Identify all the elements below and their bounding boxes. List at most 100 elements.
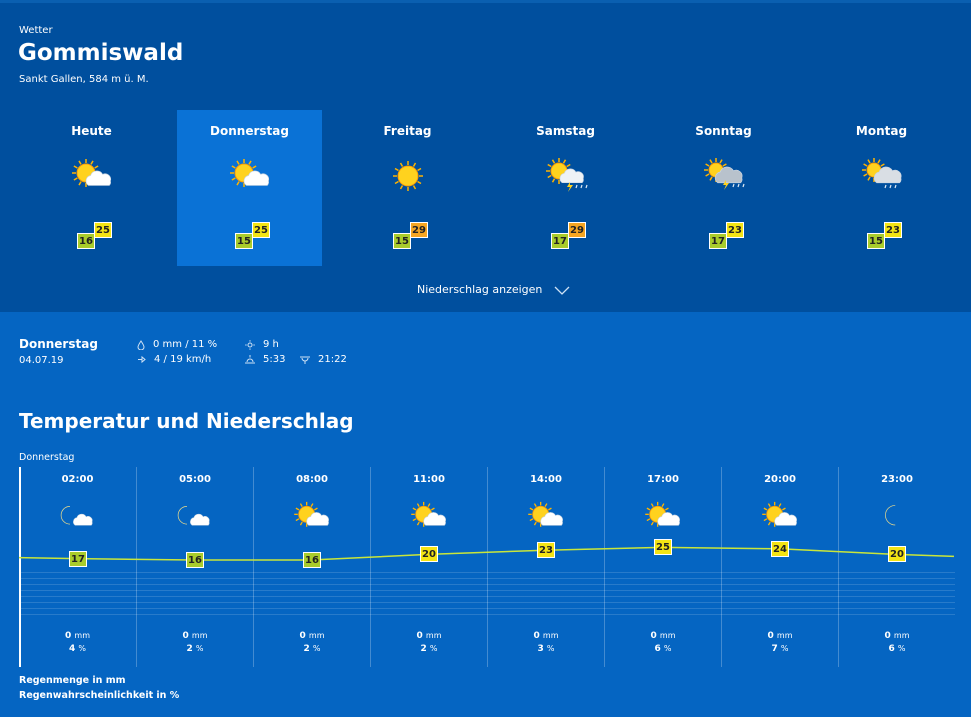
day-name: Donnerstag xyxy=(210,124,289,138)
sunshine-info: 9 h xyxy=(245,339,279,350)
forecast-header xyxy=(0,0,971,312)
hour-column: 08:00 0 mm 2 % xyxy=(253,467,370,667)
chevron-down-icon xyxy=(554,286,570,295)
sun-cloud-icon xyxy=(70,158,114,194)
hour-column: 14:00 0 mm 3 % xyxy=(487,467,604,667)
rain-amount: 0 mm xyxy=(299,631,325,641)
max-temp-badge: 29 xyxy=(410,222,428,238)
min-temp-badge: 16 xyxy=(77,233,95,249)
hour-column: 17:00 0 mm 6 % xyxy=(604,467,721,667)
precip-grid xyxy=(20,572,955,620)
moon-icon xyxy=(877,501,917,533)
day-name: Sonntag xyxy=(695,124,752,138)
legend-rain-probability: Regenwahrscheinlichkeit in % xyxy=(19,690,180,701)
sunshine-value: 9 h xyxy=(263,339,279,350)
precip-toggle-label: Niederschlag anzeigen xyxy=(417,283,543,296)
max-temp-badge: 29 xyxy=(568,222,586,238)
day-name: Freitag xyxy=(383,124,432,138)
hour-time: 23:00 xyxy=(881,474,913,485)
moon-cloud-icon xyxy=(175,501,215,533)
hour-time: 14:00 xyxy=(530,474,562,485)
sunset-value: 21:22 xyxy=(318,354,347,365)
hour-column: 20:00 0 mm 7 % xyxy=(721,467,838,667)
max-temp-badge: 23 xyxy=(884,222,902,238)
hour-temp-badge: 20 xyxy=(420,546,438,563)
hour-column: 11:00 0 mm 2 % xyxy=(370,467,487,667)
rain-amount: 0 mm xyxy=(65,631,90,641)
rain-amount: 0 mm xyxy=(884,631,910,641)
hourly-chart: 02:00 0 mm 4 % 05:00 0 mm 2 % 08:00 0 mm 2 % 11:0… xyxy=(19,467,954,667)
hour-time: 08:00 xyxy=(296,474,328,485)
top-border xyxy=(0,0,971,3)
detail-day: Donnerstag xyxy=(19,337,98,351)
wind-direction-icon xyxy=(138,355,146,364)
temperature-polyline xyxy=(19,546,955,561)
city-title: Gommiswald xyxy=(18,40,184,66)
precip-toggle-button[interactable]: Niederschlag anzeigen xyxy=(417,283,570,296)
min-temp-badge: 17 xyxy=(551,233,569,249)
rain-probability: 3 % xyxy=(537,644,555,654)
sunrise-icon xyxy=(245,355,255,364)
day-card-donnerstag[interactable]: Donnerstag 15 25 xyxy=(177,110,322,266)
sunrise-info: 5:33 xyxy=(245,354,285,365)
max-temp-badge: 23 xyxy=(726,222,744,238)
sunset-icon xyxy=(300,356,310,364)
chart-day-label: Donnerstag xyxy=(19,452,75,463)
sun-icon xyxy=(386,158,430,194)
sun-small-icon xyxy=(245,339,255,350)
hour-temp-badge: 24 xyxy=(771,540,789,557)
legend-rain-amount: Regenmenge in mm xyxy=(19,675,126,686)
rain-probability: 4 % xyxy=(68,644,86,654)
sun-cloud-icon xyxy=(409,501,449,533)
wind-value: 4 / 19 km/h xyxy=(154,354,212,365)
raindrop-icon xyxy=(137,339,145,350)
min-temp-badge: 15 xyxy=(235,233,253,249)
hour-temp-badge: 25 xyxy=(654,539,672,556)
chart-title: Temperatur und Niederschlag xyxy=(19,409,354,433)
region-subtitle: Sankt Gallen, 584 m ü. M. xyxy=(19,74,149,85)
hour-time: 02:00 xyxy=(61,474,94,485)
hour-time: 20:00 xyxy=(764,474,796,485)
day-name: Heute xyxy=(71,124,112,138)
day-card-samstag[interactable]: Samstag 17 29 xyxy=(493,110,638,266)
sun-cloud-icon xyxy=(526,501,566,533)
precip-info: 0 mm / 11 % xyxy=(137,339,217,350)
max-temp-badge: 25 xyxy=(94,222,112,238)
moon-cloud-icon xyxy=(58,501,98,533)
rain-probability: 2 % xyxy=(186,644,204,654)
max-temp-badge: 25 xyxy=(252,222,270,238)
sun-cloud-icon xyxy=(228,158,272,194)
sun-cloud-icon xyxy=(292,501,332,533)
rain-probability: 2 % xyxy=(303,644,321,654)
hour-temp-badge: 23 xyxy=(537,542,555,559)
day-card-freitag[interactable]: Freitag 15 29 xyxy=(335,110,480,266)
rain-amount: 0 mm xyxy=(533,631,559,641)
rain-amount: 0 mm xyxy=(650,631,676,641)
day-card-montag[interactable]: Montag 15 23 xyxy=(809,110,954,266)
hour-temp-badge: 20 xyxy=(888,546,906,563)
wind-info: 4 / 19 km/h xyxy=(137,354,211,365)
day-name: Montag xyxy=(855,124,908,138)
hour-column: 02:00 0 mm 4 % xyxy=(19,467,136,667)
sunset-info: 21:22 xyxy=(300,354,347,365)
rain-amount: 0 mm xyxy=(767,631,793,641)
precip-value: 0 mm / 11 % xyxy=(153,339,218,350)
cloud-thunder-icon xyxy=(702,158,746,194)
sunrise-value: 5:33 xyxy=(263,354,286,365)
min-temp-badge: 17 xyxy=(709,233,727,249)
hour-time: 11:00 xyxy=(413,474,445,485)
rain-probability: 6 % xyxy=(654,644,672,654)
day-name: Samstag xyxy=(536,124,595,138)
hour-column: 05:00 0 mm 2 % xyxy=(136,467,253,667)
section-label: Wetter xyxy=(19,25,53,36)
temperature-line xyxy=(19,546,955,561)
rain-amount: 0 mm xyxy=(416,631,442,641)
rain-amount: 0 mm xyxy=(182,631,208,641)
rain-probability: 6 % xyxy=(888,644,906,654)
hour-temp-badge: 17 xyxy=(69,550,87,567)
rain-probability: 7 % xyxy=(771,644,789,654)
day-card-heute[interactable]: Heute 16 25 xyxy=(19,110,164,266)
hour-time: 05:00 xyxy=(179,474,211,485)
day-card-sonntag[interactable]: Sonntag 17 23 xyxy=(651,110,796,266)
rain-probability: 2 % xyxy=(420,644,438,654)
